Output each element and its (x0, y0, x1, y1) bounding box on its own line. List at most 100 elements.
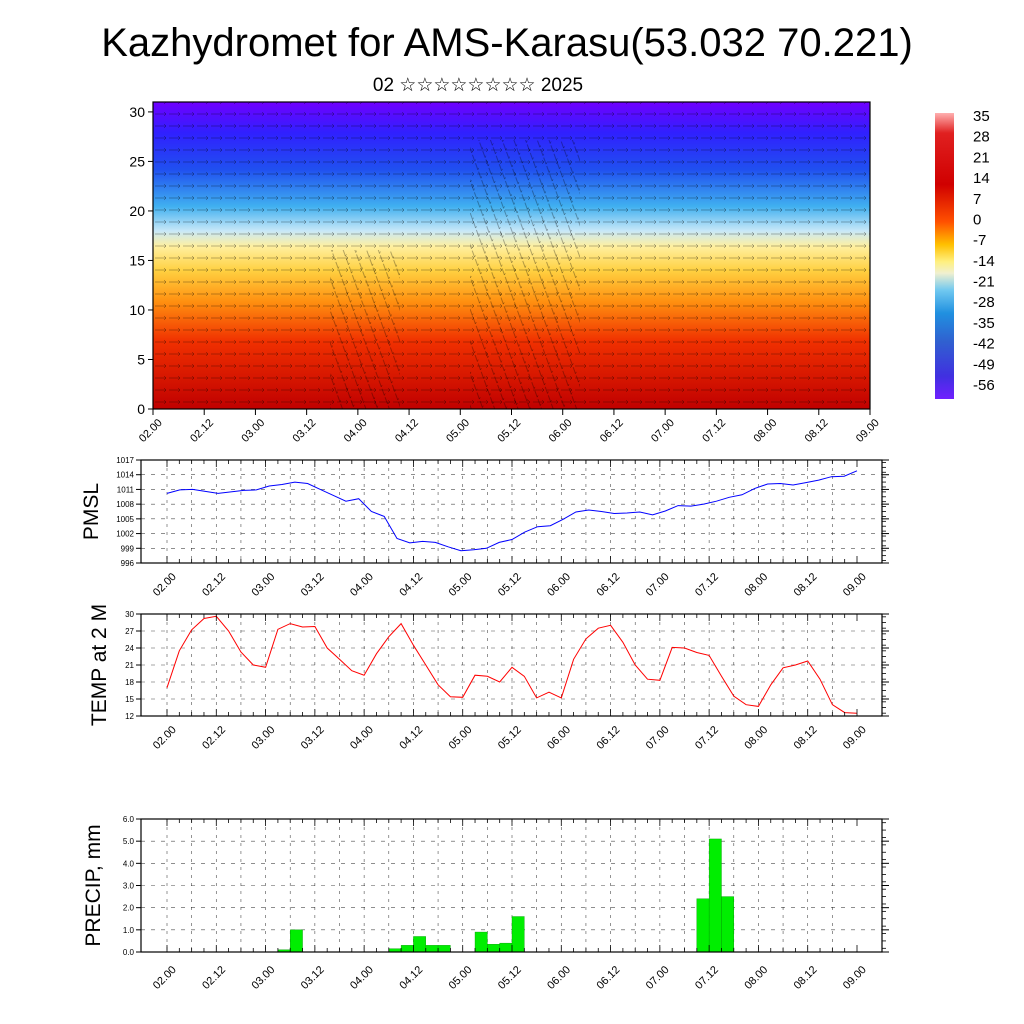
precip-panel: 0.0 1.0 2.0 3.0 4.0 5.0 6.0 02.00 02.12 03.00 03.1… (82, 815, 889, 992)
y-axis-label: PRECIP, mm (82, 824, 105, 946)
x-tick-label: 03.12 (299, 724, 327, 752)
x-tick-label: 02.12 (200, 724, 228, 752)
chart-title: Kazhydromet for AMS-Karasu(53.032 70.221… (101, 21, 913, 65)
x-tick-label: 05.00 (447, 724, 475, 752)
precip-bar (511, 916, 525, 953)
x-tick-label: 02.00 (151, 571, 179, 599)
y-tick-label: 5.0 (123, 837, 135, 846)
y-tick-label: 18 (125, 678, 134, 687)
x-tick-label: 09.00 (841, 724, 869, 752)
colorbar: 35 28 21 14 7 0 -7 -14 -21 -28 -35 -42 -49 -56 (935, 108, 995, 399)
heatmap-x-tick-label: 02.12 (188, 417, 216, 445)
x-tick-label: 05.12 (496, 571, 524, 599)
x-tick-label: 06.00 (545, 964, 573, 992)
precip-bar (721, 896, 734, 953)
chart-subtitle: 02 ☆☆☆☆☆☆☆☆ 2025 (373, 75, 583, 96)
y-tick-label: 3.0 (123, 882, 135, 891)
x-tick-label: 08.12 (792, 571, 820, 599)
y-tick-label: 1008 (116, 500, 134, 509)
x-tick-label: 06.00 (545, 571, 573, 599)
x-tick-label: 06.12 (594, 571, 622, 599)
colorbar-label: -42 (973, 336, 995, 353)
x-tick-label: 04.00 (348, 571, 376, 599)
x-tick-label: 09.00 (841, 964, 869, 992)
precip-bar (425, 945, 439, 953)
heatmap-y-tick-label: 15 (129, 252, 145, 268)
series-line (166, 615, 858, 714)
heatmap-x-tick-label: 03.12 (291, 417, 319, 445)
x-tick-label: 03.12 (299, 571, 327, 599)
y-tick-label: 1017 (116, 456, 134, 465)
heatmap-x-tick-label: 08.12 (803, 417, 831, 445)
x-tick-label: 04.00 (348, 964, 376, 992)
x-tick-label: 08.12 (792, 964, 820, 992)
colorbar-label: 35 (973, 108, 990, 125)
x-tick-label: 07.12 (693, 964, 721, 992)
heatmap-x-axis: 02.00 02.12 03.00 03.12 04.00 04.12 05.00 05.12… (137, 409, 882, 445)
x-tick-label: 04.12 (397, 964, 425, 992)
temp2m-panel: 12 15 18 21 24 27 30 02.00 02.12 03.00 03.12 04.00 0… (88, 604, 889, 752)
precip-bar (708, 838, 722, 953)
heatmap-x-tick-label: 08.00 (751, 417, 779, 445)
x-tick-label: 07.00 (644, 724, 672, 752)
x-tick-label: 03.00 (249, 724, 277, 752)
precip-bar (413, 936, 426, 953)
heatmap-y-tick-label: 30 (129, 104, 145, 120)
x-tick-label: 08.00 (742, 724, 770, 752)
colorbar-label: -21 (973, 274, 995, 291)
x-tick-label: 08.00 (742, 964, 770, 992)
heatmap-x-tick-label: 02.00 (137, 417, 165, 445)
x-tick-label: 04.12 (397, 724, 425, 752)
heatmap-x-tick-label: 04.12 (393, 417, 421, 445)
heatmap-y-tick-label: 0 (137, 401, 145, 417)
x-tick-label: 05.12 (496, 964, 524, 992)
heatmap-x-tick-label: 09.00 (854, 417, 882, 445)
y-tick-label: 1014 (116, 471, 134, 480)
x-tick-label: 05.00 (447, 571, 475, 599)
y-tick-label: 2.0 (123, 904, 135, 913)
x-tick-label: 07.12 (693, 724, 721, 752)
y-tick-label: 999 (121, 544, 135, 553)
colorbar-labels: 35 28 21 14 7 0 -7 -14 -21 -28 -35 -42 -49 -56 (973, 108, 995, 394)
precip-bar (696, 898, 710, 953)
heatmap-x-tick-label: 03.00 (239, 417, 267, 445)
x-tick-label: 07.12 (693, 571, 721, 599)
y-tick-label: 1.0 (123, 926, 135, 935)
colorbar-label: 0 (973, 211, 981, 228)
precip-bar (400, 945, 414, 953)
colorbar-label: 28 (973, 129, 990, 146)
x-tick-label: 02.12 (200, 964, 228, 992)
x-tick-label: 06.12 (594, 724, 622, 752)
y-tick-label: 4.0 (123, 859, 135, 868)
heatmap-x-tick-label: 06.00 (547, 417, 575, 445)
heatmap-x-tick-label: 07.00 (649, 417, 677, 445)
panel-frame (140, 459, 883, 564)
x-tick-label: 04.00 (348, 724, 376, 752)
precip-bar (474, 931, 488, 953)
colorbar-label: 21 (973, 149, 990, 166)
precip-bar (487, 944, 500, 953)
heatmap-x-tick-label: 05.00 (444, 417, 472, 445)
y-tick-label: 1002 (116, 530, 134, 539)
y-tick-label: 27 (125, 627, 134, 636)
y-tick-label: 0.0 (123, 948, 135, 957)
y-tick-label: 6.0 (123, 815, 135, 824)
x-tick-label: 08.12 (792, 724, 820, 752)
pmsl-panel: 996 999 1002 1005 1008 1011 1014 1017 02.00 02.12… (80, 456, 889, 599)
x-tick-label: 07.00 (644, 964, 672, 992)
y-tick-label: 1005 (116, 515, 134, 524)
colorbar-label: 14 (973, 170, 990, 187)
colorbar-label: -35 (973, 315, 995, 332)
colorbar-ramp (935, 113, 954, 399)
x-tick-label: 03.12 (299, 964, 327, 992)
heatmap-x-tick-label: 06.12 (598, 417, 626, 445)
x-tick-label: 08.00 (742, 571, 770, 599)
colorbar-label: 7 (973, 191, 981, 208)
y-tick-label: 24 (125, 644, 134, 653)
colorbar-label: -49 (973, 356, 995, 373)
wind-vectors-dense (470, 140, 580, 409)
x-tick-label: 07.00 (644, 571, 672, 599)
x-tick-label: 05.12 (496, 724, 524, 752)
x-tick-label: 03.00 (249, 964, 277, 992)
series-line (166, 470, 858, 552)
